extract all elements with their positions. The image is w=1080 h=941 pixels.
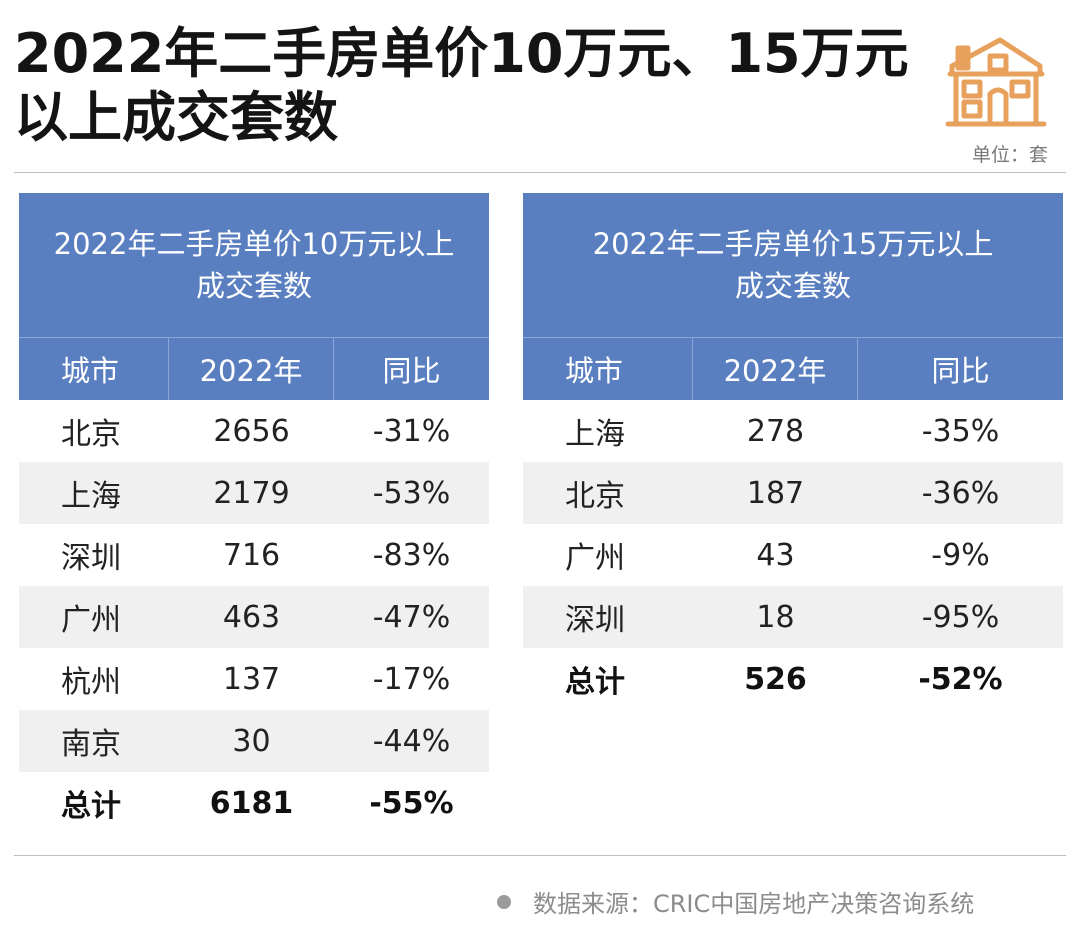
page-title: 2022年二手房单价10万元、15万元 以上成交套数 xyxy=(14,22,914,150)
table-10w-title-line1: 2022年二手房单价10万元以上 xyxy=(53,227,455,261)
page-title-line2: 以上成交套数 xyxy=(14,86,338,149)
bullet-dot-icon xyxy=(497,894,511,909)
cell-total-label: 总计 xyxy=(565,665,625,700)
cell-value: 278 xyxy=(746,413,805,449)
table-15w-header-row: 城市 2022年 同比 xyxy=(523,338,1063,400)
cell-value: 463 xyxy=(222,599,281,635)
cell-yoy: -95% xyxy=(921,599,1000,635)
cell-city: 上海 xyxy=(61,479,121,514)
cell-city: 广州 xyxy=(61,603,121,638)
table-row: 广州 463 -47% xyxy=(19,586,489,648)
unit-label: 单位：套 xyxy=(971,144,1048,166)
table-15w-title-line1: 2022年二手房单价15万元以上 xyxy=(592,227,994,261)
col-header-year: 2022年 xyxy=(693,338,858,400)
cell-city: 深圳 xyxy=(565,603,625,638)
house-icon xyxy=(945,37,1047,127)
table-10w-header-row: 城市 2022年 同比 xyxy=(19,338,489,400)
source-footer: 数据来源：CRIC中国房地产决策咨询系统 xyxy=(497,884,974,919)
cell-yoy: -47% xyxy=(372,599,451,635)
table-total-row: 总计 6181 -55% xyxy=(19,772,489,834)
col-header-year: 2022年 xyxy=(169,338,334,400)
cell-city: 北京 xyxy=(61,417,121,452)
cell-yoy: -31% xyxy=(372,413,451,449)
cell-city: 上海 xyxy=(565,417,625,452)
cell-value: 43 xyxy=(756,537,795,573)
col-header-city: 城市 xyxy=(19,338,169,400)
cell-value: 30 xyxy=(232,723,271,759)
cell-total-label: 总计 xyxy=(61,789,121,824)
table-15w-title: 2022年二手房单价15万元以上 成交套数 xyxy=(523,193,1063,338)
col-header-city: 城市 xyxy=(523,338,693,400)
table-15w-title-line2: 成交套数 xyxy=(734,269,851,303)
cell-city: 北京 xyxy=(565,479,625,514)
table-total-row: 总计 526 -52% xyxy=(523,648,1063,710)
table-row: 深圳 18 -95% xyxy=(523,586,1063,648)
cell-yoy: -83% xyxy=(372,537,451,573)
cell-total-yoy: -52% xyxy=(918,661,1003,697)
cell-total-yoy: -55% xyxy=(369,785,454,821)
cell-city: 广州 xyxy=(565,541,625,576)
table-row: 北京 187 -36% xyxy=(523,462,1063,524)
cell-yoy: -36% xyxy=(921,475,1000,511)
col-header-yoy: 同比 xyxy=(382,354,441,388)
divider-top xyxy=(14,172,1066,173)
source-text: 数据来源：CRIC中国房地产决策咨询系统 xyxy=(533,890,975,918)
cell-value: 2179 xyxy=(213,475,290,511)
table-row: 深圳 716 -83% xyxy=(19,524,489,586)
table-row: 广州 43 -9% xyxy=(523,524,1063,586)
table-10w-title-line2: 成交套数 xyxy=(195,269,312,303)
cell-yoy: -44% xyxy=(372,723,451,759)
table-15w: 2022年二手房单价15万元以上 成交套数 城市 2022年 同比 上海 278… xyxy=(523,193,1063,710)
cell-yoy: -17% xyxy=(372,661,451,697)
page-title-line1: 2022年二手房单价10万元、15万元 xyxy=(14,22,909,85)
col-header-yoy: 同比 xyxy=(931,354,990,388)
table-10w-title: 2022年二手房单价10万元以上 成交套数 xyxy=(19,193,489,338)
cell-yoy: -35% xyxy=(921,413,1000,449)
cell-value: 716 xyxy=(222,537,281,573)
cell-city: 杭州 xyxy=(61,665,121,700)
cell-value: 187 xyxy=(746,475,805,511)
table-row: 北京 2656 -31% xyxy=(19,400,489,462)
table-row: 南京 30 -44% xyxy=(19,710,489,772)
cell-total-value: 526 xyxy=(744,661,807,697)
table-row: 上海 278 -35% xyxy=(523,400,1063,462)
cell-value: 2656 xyxy=(213,413,290,449)
cell-value: 137 xyxy=(222,661,281,697)
table-10w: 2022年二手房单价10万元以上 成交套数 城市 2022年 同比 北京 265… xyxy=(19,193,489,834)
cell-yoy: -9% xyxy=(931,537,990,573)
table-row: 上海 2179 -53% xyxy=(19,462,489,524)
divider-bottom xyxy=(14,855,1066,856)
cell-city: 南京 xyxy=(61,727,121,762)
cell-value: 18 xyxy=(756,599,795,635)
cell-total-value: 6181 xyxy=(209,785,294,821)
cell-city: 深圳 xyxy=(61,541,121,576)
cell-yoy: -53% xyxy=(372,475,451,511)
table-row: 杭州 137 -17% xyxy=(19,648,489,710)
